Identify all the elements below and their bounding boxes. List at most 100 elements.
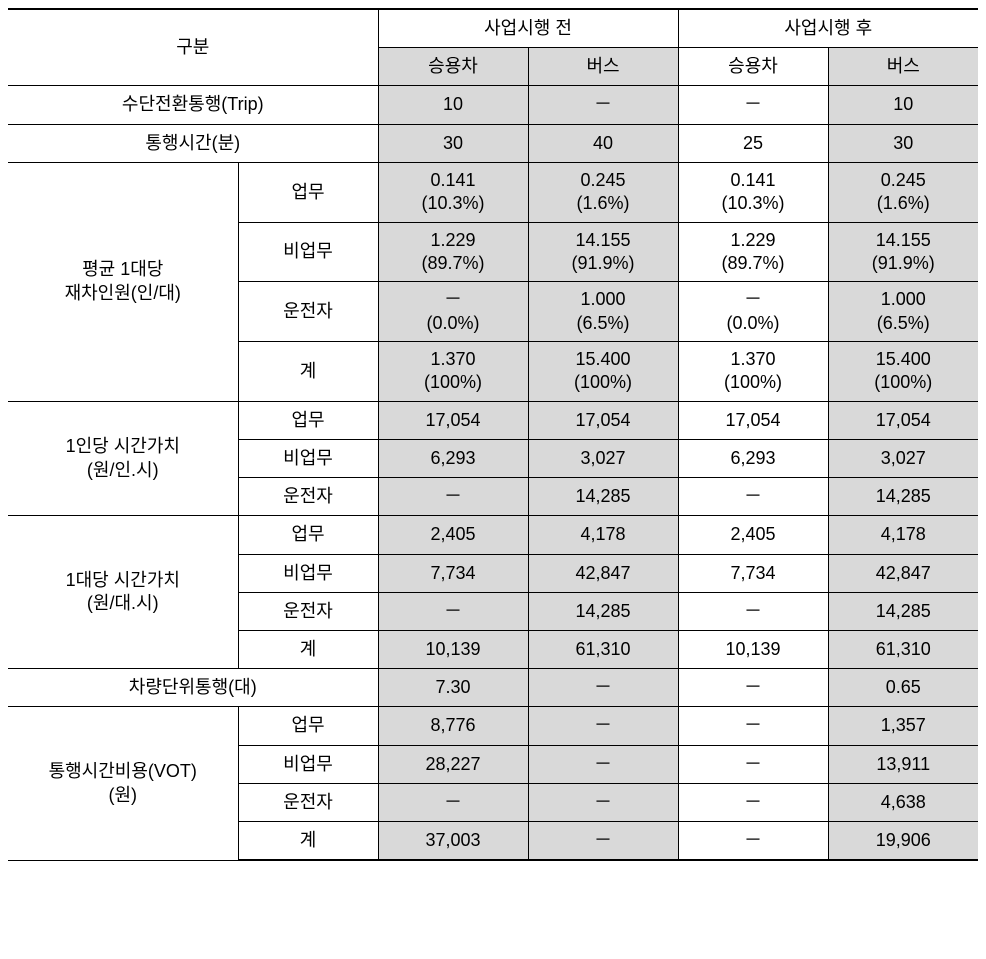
cell: － bbox=[678, 707, 828, 745]
cell: 0.141(10.3%) bbox=[378, 162, 528, 222]
sublabel-nonbusiness: 비업무 bbox=[238, 554, 378, 592]
cell: 14,285 bbox=[528, 592, 678, 630]
cell: －(0.0%) bbox=[378, 282, 528, 342]
sublabel-nonbusiness: 비업무 bbox=[238, 440, 378, 478]
label-value-person: 1인당 시간가치(원/인.시) bbox=[8, 401, 238, 516]
cell: 17,054 bbox=[678, 401, 828, 439]
header-before: 사업시행 전 bbox=[378, 9, 678, 48]
cell: 4,178 bbox=[528, 516, 678, 554]
cell: － bbox=[528, 86, 678, 124]
sublabel-nonbusiness: 비업무 bbox=[238, 222, 378, 282]
cell: 10 bbox=[378, 86, 528, 124]
cell: 61,310 bbox=[828, 631, 978, 669]
row-time: 통행시간(분) 30 40 25 30 bbox=[8, 124, 978, 162]
cell: 0.65 bbox=[828, 669, 978, 707]
cell: 6,293 bbox=[378, 440, 528, 478]
cell: 15.400(100%) bbox=[828, 342, 978, 402]
cell: 10 bbox=[828, 86, 978, 124]
cell: 30 bbox=[828, 124, 978, 162]
cell: 1.370(100%) bbox=[378, 342, 528, 402]
cell: 0.141(10.3%) bbox=[678, 162, 828, 222]
cell: － bbox=[378, 478, 528, 516]
label-occupancy: 평균 1대당재차인원(인/대) bbox=[8, 162, 238, 401]
header-before-car: 승용차 bbox=[378, 48, 528, 86]
row-vot-business: 통행시간비용(VOT)(원) 업무 8,776 － － 1,357 bbox=[8, 707, 978, 745]
cell: 10,139 bbox=[378, 631, 528, 669]
cell: 1.229(89.7%) bbox=[378, 222, 528, 282]
cell: 42,847 bbox=[828, 554, 978, 592]
cell: 61,310 bbox=[528, 631, 678, 669]
label-value-vehicle: 1대당 시간가치(원/대.시) bbox=[8, 516, 238, 669]
row-value-vehicle-business: 1대당 시간가치(원/대.시) 업무 2,405 4,178 2,405 4,1… bbox=[8, 516, 978, 554]
cell: － bbox=[528, 669, 678, 707]
cell: － bbox=[528, 783, 678, 821]
cell: 7,734 bbox=[678, 554, 828, 592]
cell: 37,003 bbox=[378, 821, 528, 860]
table-header-row-1: 구분 사업시행 전 사업시행 후 bbox=[8, 9, 978, 48]
sublabel-business: 업무 bbox=[238, 516, 378, 554]
cell: 15.400(100%) bbox=[528, 342, 678, 402]
cell: 6,293 bbox=[678, 440, 828, 478]
sublabel-business: 업무 bbox=[238, 401, 378, 439]
cell: － bbox=[528, 745, 678, 783]
cell: 3,027 bbox=[528, 440, 678, 478]
header-after-car: 승용차 bbox=[678, 48, 828, 86]
sublabel-nonbusiness: 비업무 bbox=[238, 745, 378, 783]
sublabel-total: 계 bbox=[238, 342, 378, 402]
label-vot: 통행시간비용(VOT)(원) bbox=[8, 707, 238, 860]
cell: 17,054 bbox=[378, 401, 528, 439]
cell: － bbox=[528, 707, 678, 745]
sublabel-driver: 운전자 bbox=[238, 592, 378, 630]
cell: 2,405 bbox=[678, 516, 828, 554]
cell: －(0.0%) bbox=[678, 282, 828, 342]
sublabel-business: 업무 bbox=[238, 162, 378, 222]
cell: － bbox=[378, 592, 528, 630]
cell: － bbox=[678, 745, 828, 783]
cell: 0.245(1.6%) bbox=[828, 162, 978, 222]
cell: － bbox=[678, 478, 828, 516]
cell: 1,357 bbox=[828, 707, 978, 745]
cell: 4,638 bbox=[828, 783, 978, 821]
cell: 3,027 bbox=[828, 440, 978, 478]
header-before-bus: 버스 bbox=[528, 48, 678, 86]
cell: 17,054 bbox=[828, 401, 978, 439]
sublabel-driver: 운전자 bbox=[238, 478, 378, 516]
sublabel-total: 계 bbox=[238, 821, 378, 860]
label-trip: 수단전환통행(Trip) bbox=[8, 86, 378, 124]
cell: 10,139 bbox=[678, 631, 828, 669]
cell: 1.000(6.5%) bbox=[828, 282, 978, 342]
cell: 0.245(1.6%) bbox=[528, 162, 678, 222]
cell: 14.155(91.9%) bbox=[828, 222, 978, 282]
cell: 8,776 bbox=[378, 707, 528, 745]
sublabel-driver: 운전자 bbox=[238, 783, 378, 821]
row-value-person-business: 1인당 시간가치(원/인.시) 업무 17,054 17,054 17,054 … bbox=[8, 401, 978, 439]
cell: － bbox=[678, 86, 828, 124]
cell: 42,847 bbox=[528, 554, 678, 592]
cell: 14,285 bbox=[828, 478, 978, 516]
cell: 25 bbox=[678, 124, 828, 162]
cell: 28,227 bbox=[378, 745, 528, 783]
cell: － bbox=[678, 821, 828, 860]
data-table: 구분 사업시행 전 사업시행 후 승용차 버스 승용차 버스 수단전환통행(Tr… bbox=[8, 8, 978, 861]
cell: 40 bbox=[528, 124, 678, 162]
cell: 14.155(91.9%) bbox=[528, 222, 678, 282]
header-after: 사업시행 후 bbox=[678, 9, 978, 48]
cell: 7.30 bbox=[378, 669, 528, 707]
cell: － bbox=[678, 783, 828, 821]
cell: 13,911 bbox=[828, 745, 978, 783]
label-time: 통행시간(분) bbox=[8, 124, 378, 162]
cell: － bbox=[528, 821, 678, 860]
cell: 17,054 bbox=[528, 401, 678, 439]
cell: 14,285 bbox=[828, 592, 978, 630]
cell: － bbox=[678, 592, 828, 630]
row-vehicle-trip: 차량단위통행(대) 7.30 － － 0.65 bbox=[8, 669, 978, 707]
cell: － bbox=[378, 783, 528, 821]
cell: 1.000(6.5%) bbox=[528, 282, 678, 342]
cell: 30 bbox=[378, 124, 528, 162]
row-trip: 수단전환통행(Trip) 10 － － 10 bbox=[8, 86, 978, 124]
sublabel-total: 계 bbox=[238, 631, 378, 669]
label-vehicle-trip: 차량단위통행(대) bbox=[8, 669, 378, 707]
sublabel-business: 업무 bbox=[238, 707, 378, 745]
header-gubun: 구분 bbox=[8, 9, 378, 86]
sublabel-driver: 운전자 bbox=[238, 282, 378, 342]
